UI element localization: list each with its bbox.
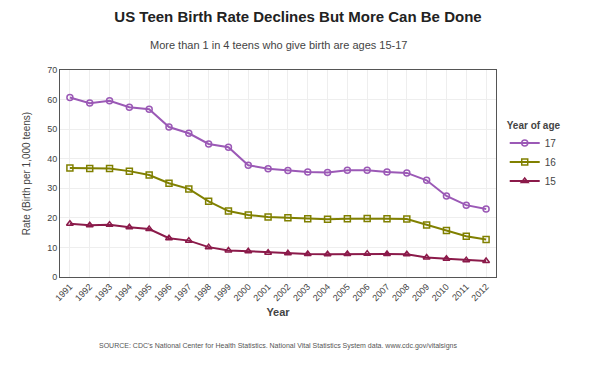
svg-text:1995: 1995 — [133, 282, 154, 303]
svg-text:2002: 2002 — [271, 282, 292, 303]
svg-text:2006: 2006 — [351, 282, 372, 303]
svg-text:More than 1 in 4 teens who giv: More than 1 in 4 teens who give birth ar… — [150, 39, 407, 51]
svg-text:2009: 2009 — [410, 282, 431, 303]
svg-text:1997: 1997 — [172, 282, 193, 303]
svg-text:US Teen Birth Rate Declines Bu: US Teen Birth Rate Declines But More Can… — [114, 8, 481, 25]
svg-text:Rate (Birth per 1,000 teens): Rate (Birth per 1,000 teens) — [21, 112, 32, 235]
svg-text:17: 17 — [545, 138, 557, 149]
svg-text:60: 60 — [47, 95, 57, 105]
svg-text:2001: 2001 — [251, 282, 272, 303]
svg-text:1999: 1999 — [212, 282, 233, 303]
svg-text:10: 10 — [47, 243, 57, 253]
svg-text:16: 16 — [545, 157, 557, 168]
svg-text:40: 40 — [47, 154, 57, 164]
svg-text:1996: 1996 — [152, 282, 173, 303]
svg-text:Year: Year — [266, 306, 290, 318]
svg-text:1993: 1993 — [93, 282, 114, 303]
svg-text:2000: 2000 — [232, 282, 253, 303]
svg-text:2012: 2012 — [469, 282, 490, 303]
svg-text:2010: 2010 — [430, 282, 451, 303]
svg-text:1994: 1994 — [113, 282, 134, 303]
svg-text:50: 50 — [47, 124, 57, 134]
svg-text:20: 20 — [47, 213, 57, 223]
svg-text:2011: 2011 — [450, 282, 471, 303]
svg-text:2003: 2003 — [291, 282, 312, 303]
svg-text:SOURCE: CDC's National Center: SOURCE: CDC's National Center for Health… — [99, 342, 457, 350]
svg-text:2007: 2007 — [370, 282, 391, 303]
svg-text:2005: 2005 — [331, 282, 352, 303]
svg-text:70: 70 — [47, 65, 57, 75]
svg-text:15: 15 — [545, 176, 557, 187]
svg-text:1998: 1998 — [192, 282, 213, 303]
svg-text:1991: 1991 — [53, 282, 74, 303]
svg-text:1992: 1992 — [73, 282, 94, 303]
svg-text:0: 0 — [52, 272, 57, 282]
svg-text:2004: 2004 — [311, 282, 332, 303]
svg-text:30: 30 — [47, 183, 57, 193]
svg-text:Year of age: Year of age — [507, 120, 561, 131]
svg-text:2008: 2008 — [390, 282, 411, 303]
